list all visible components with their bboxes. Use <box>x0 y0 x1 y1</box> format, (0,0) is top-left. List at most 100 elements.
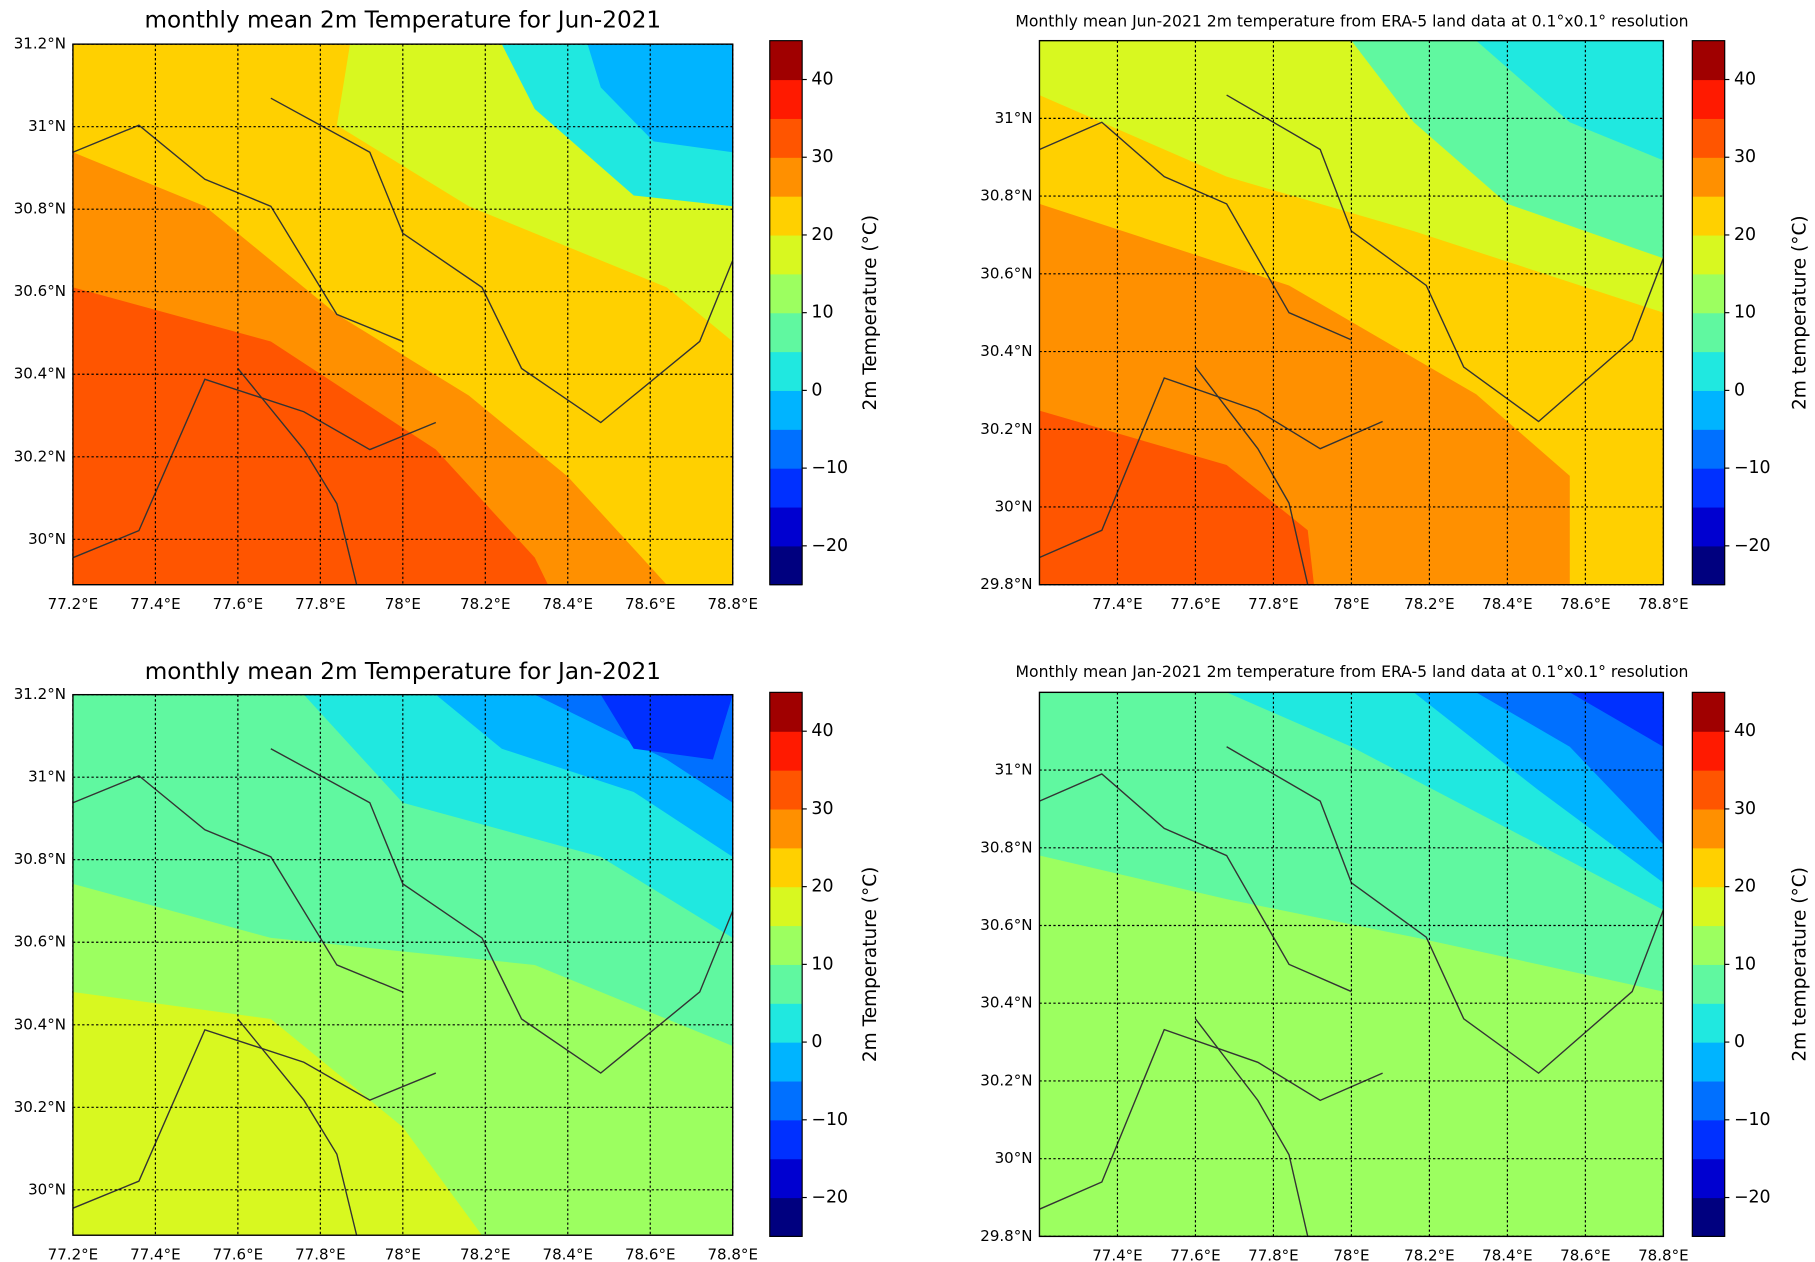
colorbar-level <box>1692 468 1725 508</box>
x-tick-label: 77.2°E <box>48 595 98 613</box>
colorbar-tick-label: −20 <box>1734 1188 1771 1208</box>
colorbar-level <box>769 1197 803 1237</box>
colorbar-level <box>769 808 803 849</box>
y-tick-label: 30.4°N <box>14 365 66 383</box>
colorbar-tick-label: 40 <box>811 70 833 90</box>
boundary-line <box>1039 1028 1383 1210</box>
field-region <box>587 44 733 153</box>
y-tick-label: 30.8°N <box>14 850 66 868</box>
colorbar-level <box>769 40 803 81</box>
colorbar-level <box>769 196 803 236</box>
colorbar-tick-label: 20 <box>1734 225 1756 245</box>
boundary-line <box>1039 377 1383 559</box>
colorbar-level <box>1692 925 1725 965</box>
colorbar-level <box>1692 79 1725 119</box>
x-tick-label: 78.4°E <box>543 1245 593 1262</box>
colorbar-level <box>1692 506 1725 547</box>
map-panel: 77.2°E 77.4°E 77.6°E 77.8°E 78°E 78.2°E 78.4°E… <box>14 659 881 1262</box>
colorbar-level <box>769 1158 803 1199</box>
colorbar-tick-label: 0 <box>811 380 822 400</box>
field-region <box>72 991 482 1236</box>
x-tick-label: 78.4°E <box>543 595 593 613</box>
x-tick-label: 78.8°E <box>1638 595 1688 613</box>
colorbar-tick-label: 20 <box>811 225 833 245</box>
x-tick-label: 78.2°E <box>1404 595 1454 613</box>
field-region <box>72 287 548 585</box>
x-tick-label: 78.8°E <box>707 1245 757 1262</box>
y-tick-label: 29.8°N <box>980 1227 1032 1245</box>
plot-frame <box>1038 691 1665 1238</box>
colorbar-tick-label: −20 <box>1734 536 1771 556</box>
x-tick-label: 78.6°E <box>625 595 675 613</box>
y-tick-label: 30°N <box>28 1180 66 1198</box>
colorbar-level <box>769 1042 803 1082</box>
colorbar-level <box>769 506 803 547</box>
colorbar-level <box>1692 731 1725 771</box>
y-tick-label: 30.6°N <box>14 282 66 300</box>
colorbar-level <box>1692 234 1725 275</box>
colorbar-level <box>1692 1042 1725 1082</box>
y-tick-label: 30°N <box>995 1149 1033 1167</box>
colorbar-level <box>1692 390 1725 430</box>
colorbar-level <box>769 273 803 314</box>
colorbar-level <box>1692 1003 1725 1043</box>
y-tick-label: 31°N <box>28 117 66 135</box>
plot-frame <box>72 693 734 1236</box>
colorbar-tick-label: 40 <box>1734 70 1756 90</box>
x-tick-label: 78.2°E <box>460 1245 510 1262</box>
field-region <box>600 694 733 760</box>
colorbar-level <box>1692 40 1725 81</box>
x-tick-label: 78.2°E <box>1404 1247 1454 1262</box>
y-tick-label: 30°N <box>995 497 1033 515</box>
y-tick-label: 31.2°N <box>14 35 66 53</box>
colorbar-level <box>769 731 803 771</box>
colorbar-level <box>1692 1119 1725 1160</box>
colorbar-level <box>769 886 803 927</box>
colorbar-level <box>1692 196 1725 236</box>
colorbar-tick-label: −10 <box>811 1110 848 1130</box>
x-tick-label: 78°E <box>385 1245 421 1262</box>
colorbar-level <box>1692 964 1725 1004</box>
colorbar-level <box>769 390 803 430</box>
panel-title: Monthly mean Jan-2021 2m temperature fro… <box>1016 663 1689 681</box>
x-tick-label: 78.8°E <box>707 595 757 613</box>
field-region <box>1476 692 1664 845</box>
colorbar-tick-label: 20 <box>1734 877 1756 897</box>
field-region <box>1476 40 1664 161</box>
panel-title: Monthly mean Jun-2021 2m temperature fro… <box>1015 13 1688 31</box>
colorbar-level <box>769 312 803 353</box>
colorbar-tick-label: −10 <box>811 458 848 478</box>
boundary-line <box>72 378 437 559</box>
y-tick-label: 31.2°N <box>14 685 66 703</box>
y-tick-label: 30.6°N <box>14 933 66 951</box>
x-tick-label: 78.4°E <box>1482 595 1532 613</box>
colorbar-label: 2m temperature (°C) <box>1789 215 1810 410</box>
colorbar-tick-label: 10 <box>1734 954 1756 974</box>
y-tick-label: 30°N <box>28 530 66 548</box>
colorbar-level <box>769 545 803 586</box>
colorbar-level <box>1692 118 1725 158</box>
colorbar-label: 2m Temperature (°C) <box>860 215 881 411</box>
colorbar-level <box>1692 692 1725 732</box>
colorbar-tick-label: 40 <box>1734 721 1756 741</box>
x-tick-label: 77.6°E <box>1170 595 1220 613</box>
x-tick-label: 77.8°E <box>1248 595 1298 613</box>
map-panel: 77.4°E 77.6°E 77.8°E 78°E 78.2°E 78.4°E 78.6°E… <box>980 663 1810 1262</box>
boundary-line <box>1226 746 1664 1075</box>
colorbar-tick-label: 0 <box>1734 380 1745 400</box>
x-tick-label: 77.8°E <box>295 1245 345 1262</box>
y-tick-label: 29.8°N <box>980 575 1032 593</box>
field-region <box>1569 692 1664 747</box>
y-tick-label: 30.2°N <box>14 1098 66 1116</box>
colorbar-level <box>1692 886 1725 927</box>
colorbar-level <box>1692 429 1725 469</box>
colorbar-level <box>1692 1197 1725 1237</box>
boundary-line <box>270 97 733 424</box>
x-tick-label: 78°E <box>1333 595 1369 613</box>
colorbar-level <box>1692 312 1725 353</box>
x-tick-label: 78.6°E <box>1560 595 1610 613</box>
colorbar-level <box>769 351 803 391</box>
colorbar-tick-label: 40 <box>811 721 833 741</box>
colorbar-tick-label: 30 <box>811 147 833 167</box>
